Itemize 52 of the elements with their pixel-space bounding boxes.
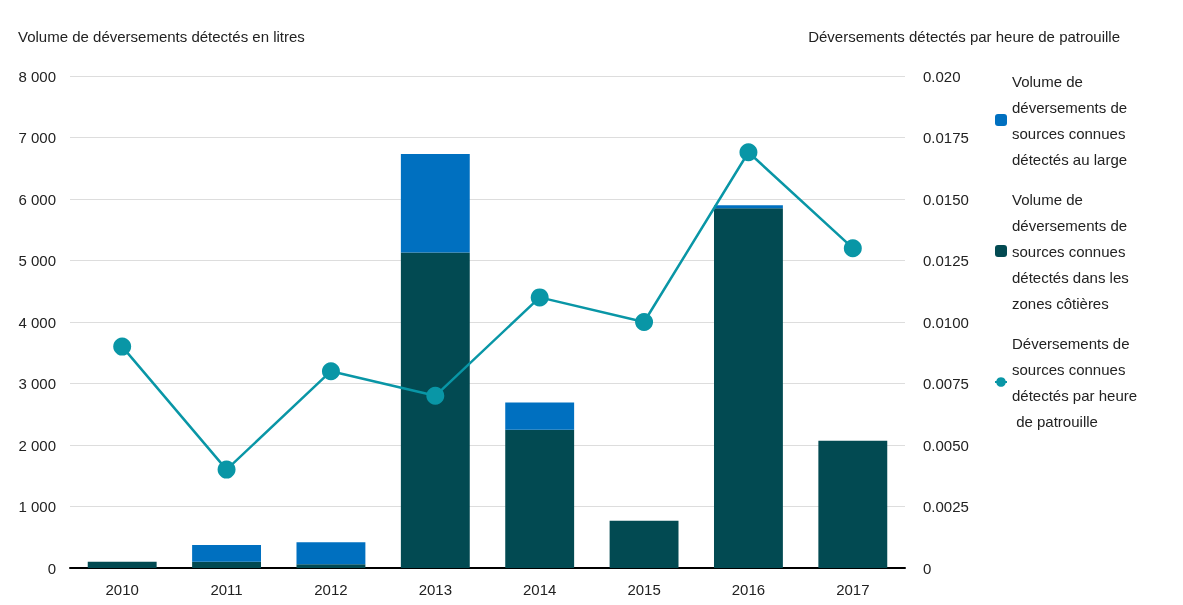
bar	[505, 402, 575, 430]
bar	[296, 564, 366, 568]
bar	[192, 544, 262, 562]
bar	[400, 154, 470, 253]
y2-tick-label: 0.0150	[923, 190, 969, 208]
y-tick-label: 2 000	[18, 436, 56, 454]
x-tick-label: 2017	[836, 581, 870, 598]
bar	[87, 561, 157, 568]
bar	[609, 520, 679, 568]
bar	[192, 561, 262, 568]
bar	[400, 252, 470, 568]
x-tick-label: 2012	[314, 581, 348, 598]
point	[113, 337, 132, 356]
point	[843, 239, 862, 258]
y2-tick-label: 0.0125	[923, 252, 969, 269]
legend-label: Déversements de sources connues détectés par heure de patrouille	[1012, 334, 1138, 430]
bar	[505, 429, 575, 568]
x-tick-label: 2010	[105, 581, 139, 598]
y-tick-label: 7 000	[18, 129, 56, 146]
y2-tick-label: 0.0100	[923, 313, 969, 331]
y2-tick-label: 0.0075	[923, 375, 969, 392]
y2-tick-label: 0.0025	[923, 498, 969, 515]
point	[426, 386, 445, 405]
y-tick-label: 5 000	[18, 252, 56, 269]
y-tick-label: 8 000	[18, 67, 56, 85]
y2-axis-title: Déversements détectés par heure de patrouille	[808, 28, 1120, 45]
y-tick-label: 1 000	[18, 498, 56, 515]
y2-tick-label: 0.0050	[923, 436, 969, 454]
y-tick-label: 6 000	[18, 190, 56, 208]
point	[217, 460, 236, 479]
point	[635, 313, 654, 331]
legend-label: Volume de déversements de sources connues détectés dans les zones côtières	[1012, 190, 1133, 312]
x-tick-label: 2014	[523, 581, 557, 598]
x-tick-label: 2015	[627, 581, 661, 598]
bar	[296, 542, 366, 565]
point	[321, 362, 340, 381]
bar	[818, 440, 888, 568]
bar	[713, 205, 783, 209]
y-axis-title: Volume de déversements détectés en litres	[18, 28, 305, 45]
x-tick-label: 2016	[731, 581, 766, 598]
y-tick-label: 4 000	[18, 313, 56, 331]
legend-label: Volume de déversements de sources connues détectés au large	[1012, 72, 1132, 168]
y-tick-label: 3 000	[18, 375, 56, 392]
y2-tick-label: 0.020	[923, 67, 961, 85]
point	[739, 143, 758, 162]
y-tick-label: 0	[47, 559, 56, 577]
x-tick-label: 2011	[210, 581, 243, 598]
x-tick-label: 2013	[418, 581, 452, 598]
y2-tick-label: 0	[923, 559, 932, 577]
y2-tick-label: 0.0175	[923, 129, 969, 146]
point	[530, 288, 549, 307]
bar	[713, 208, 783, 568]
